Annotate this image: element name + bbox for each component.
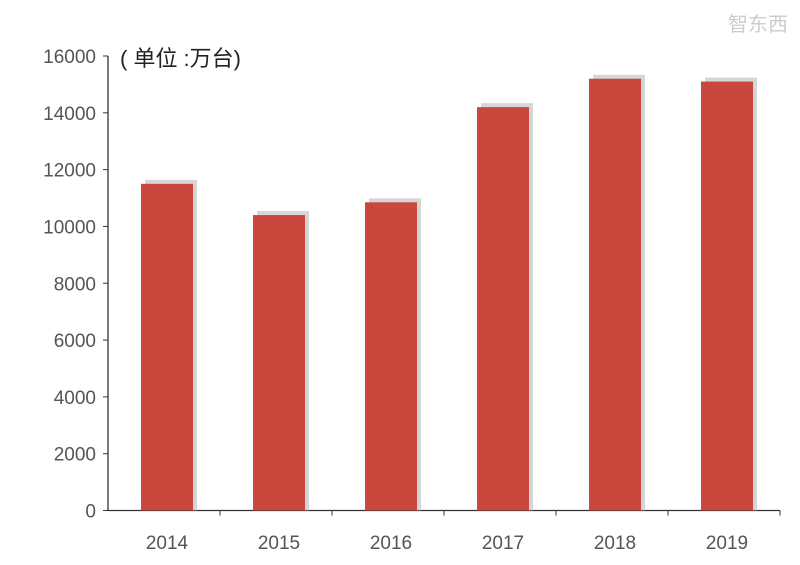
x-tick-label: 2014 — [146, 533, 189, 554]
y-tick-label: 10000 — [43, 217, 96, 238]
bar-2015 — [253, 215, 305, 511]
bar-2016 — [365, 202, 417, 511]
bar-2014 — [141, 183, 193, 511]
x-tick-label: 2018 — [594, 533, 636, 554]
y-tick-label: 8000 — [54, 274, 96, 295]
y-tick-label: 4000 — [54, 388, 96, 409]
y-tick-label: 12000 — [43, 161, 96, 182]
y-tick-label: 16000 — [43, 47, 96, 68]
bar-2019 — [701, 81, 753, 511]
y-tick-label: 0 — [85, 502, 96, 523]
y-tick-label: 14000 — [43, 104, 96, 125]
x-tick-label: 2016 — [370, 533, 412, 554]
bar-2018 — [589, 78, 641, 511]
unit-label: ( 单位 :万台) — [120, 46, 241, 71]
bar-2017 — [477, 107, 529, 511]
x-tick-label: 2019 — [706, 533, 748, 554]
x-tick-label: 2017 — [482, 533, 524, 554]
y-tick-label: 6000 — [54, 331, 96, 352]
x-tick-label: 2015 — [258, 533, 300, 554]
watermark: 智东西 — [728, 12, 788, 36]
y-tick-label: 2000 — [54, 445, 96, 466]
